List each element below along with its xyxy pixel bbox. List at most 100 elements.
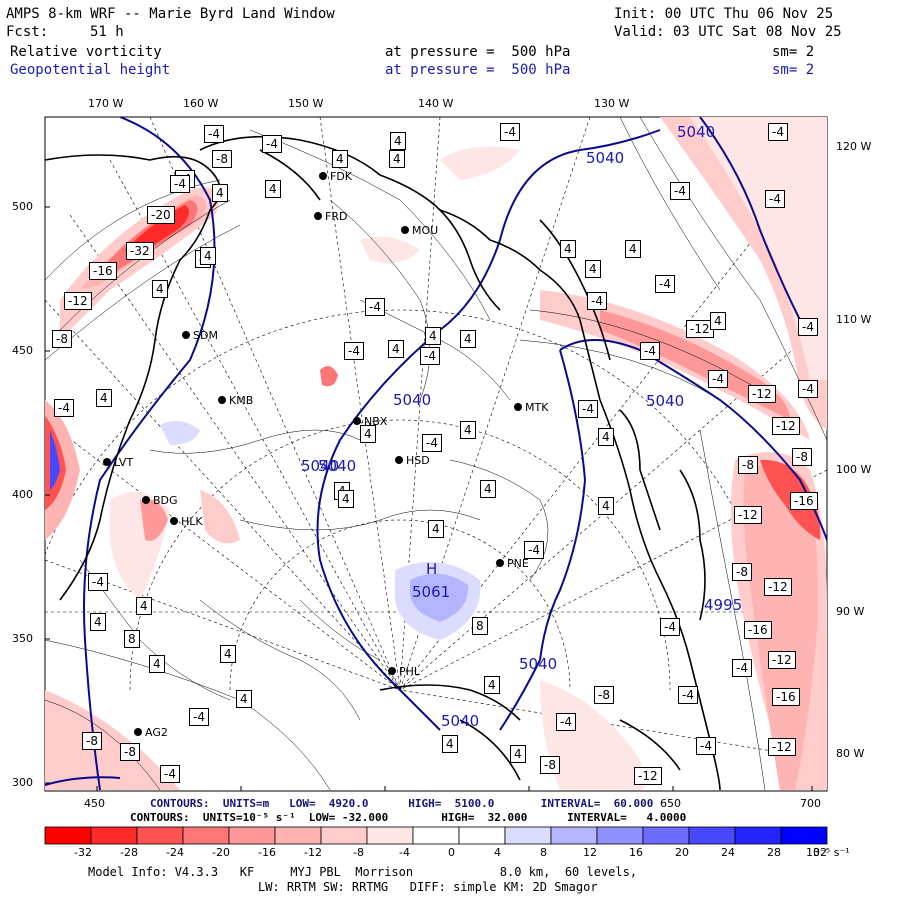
vorticity-contour-label: 4 bbox=[200, 247, 216, 265]
colorbar-units: 10⁻⁵ s⁻¹ bbox=[806, 846, 850, 859]
vorticity-contour-label: -8 bbox=[120, 743, 140, 761]
station-marker bbox=[134, 728, 142, 736]
left-axis-label: 350 bbox=[12, 632, 33, 645]
vorticity-contour-label: -4 bbox=[262, 135, 282, 153]
colorbar-tick: -4 bbox=[399, 846, 410, 859]
vorticity-contour-label: 4 bbox=[265, 180, 281, 198]
vorticity-contour-label: -12 bbox=[634, 767, 662, 785]
vorticity-contour-label: 4 bbox=[212, 184, 228, 202]
forecast-hours: 51 h bbox=[90, 24, 124, 40]
vorticity-contour-label: 4 bbox=[136, 597, 152, 615]
left-axis-label: 300 bbox=[12, 776, 33, 789]
colorbar-tick: -24 bbox=[166, 846, 184, 859]
height-contour-label: 5040 bbox=[677, 123, 716, 141]
vorticity-contour-label: -4 bbox=[204, 125, 224, 143]
colorbar-tick: 8 bbox=[540, 846, 547, 859]
top-axis-label: 170 W bbox=[88, 97, 124, 110]
height-contour-label: 5040 bbox=[586, 149, 625, 167]
vorticity-contour-label: -12 bbox=[764, 578, 792, 596]
top-axis-label: 150 W bbox=[288, 97, 324, 110]
vorticity-contour-label: -12 bbox=[768, 738, 796, 756]
left-axis-label: 450 bbox=[12, 344, 33, 357]
field1-name: Relative vorticity bbox=[10, 44, 162, 60]
vorticity-contour-label: -8 bbox=[792, 448, 812, 466]
vorticity-contour-label: 4 bbox=[360, 425, 376, 443]
height-contour-label: 5040 bbox=[441, 712, 480, 730]
vorticity-contour-label: 4 bbox=[389, 150, 405, 168]
vorticity-contour-label: 4 bbox=[428, 520, 444, 538]
height-contour-caption: CONTOURS: UNITS=m LOW= 4920.0 HIGH= 5100… bbox=[150, 797, 654, 810]
height-contour-label: 5040 bbox=[393, 391, 432, 409]
vorticity-contour-label: -4 bbox=[578, 400, 598, 418]
vorticity-contour-label: 4 bbox=[390, 132, 406, 150]
vorticity-contour-label: -4 bbox=[768, 123, 788, 141]
colorbar bbox=[44, 826, 828, 845]
vorticity-contour-label: -16 bbox=[744, 621, 772, 639]
vorticity-contour-label: -8 bbox=[594, 686, 614, 704]
top-axis-label: 160 W bbox=[183, 97, 219, 110]
vorticity-contour-label: -4 bbox=[732, 659, 752, 677]
colorbar-tick: 0 bbox=[448, 846, 455, 859]
field1-smooth: sm= 2 bbox=[772, 44, 815, 60]
vorticity-contour-label: -4 bbox=[344, 342, 364, 360]
colorbar-tick: -16 bbox=[258, 846, 276, 859]
station-marker bbox=[182, 331, 190, 339]
vorticity-contour-label: 4 bbox=[338, 490, 354, 508]
vorticity-contour-label: 4 bbox=[90, 613, 106, 631]
station-label: MOU bbox=[412, 224, 439, 237]
vorticity-contour-label: -8 bbox=[82, 732, 102, 750]
vorticity-contour-label: 4 bbox=[598, 497, 614, 515]
right-axis-label: 90 W bbox=[836, 605, 865, 618]
vorticity-contour-label: -4 bbox=[678, 686, 698, 704]
vorticity-contour-label: 4 bbox=[460, 330, 476, 348]
vorticity-contour-label: -12 bbox=[734, 506, 762, 524]
left-axis-label: 500 bbox=[12, 200, 33, 213]
field2-smooth: sm= 2 bbox=[772, 62, 815, 78]
frame-ticks bbox=[45, 206, 813, 791]
vorticity-contour-label: 4 bbox=[220, 645, 236, 663]
colorbar-tick: -28 bbox=[120, 846, 138, 859]
station-marker bbox=[314, 212, 322, 220]
map-title: AMPS 8-km WRF -- Marie Byrd Land Window bbox=[6, 6, 335, 22]
vorticity-contour-label: 8 bbox=[124, 630, 140, 648]
vorticity-contour-label: -4 bbox=[420, 347, 440, 365]
top-axis-label: 140 W bbox=[418, 97, 454, 110]
vorticity-contour-label: -8 bbox=[732, 563, 752, 581]
vorticity-contour-label: 4 bbox=[480, 480, 496, 498]
high-center-marker: H bbox=[426, 560, 438, 578]
vorticity-contour-label: -16 bbox=[772, 688, 800, 706]
station-label: LVT bbox=[114, 456, 134, 469]
height-contour-label: 5040 bbox=[519, 655, 558, 673]
colorbar-tick: 16 bbox=[629, 846, 643, 859]
right-axis-label: 80 W bbox=[836, 747, 865, 760]
vorticity-contour-label: 4 bbox=[460, 421, 476, 439]
vorticity-contour-label: -8 bbox=[52, 330, 72, 348]
colorbar-swatch bbox=[780, 826, 828, 845]
vorticity-contour-label: -32 bbox=[126, 242, 154, 260]
vorticity-contour-label: -4 bbox=[170, 175, 190, 193]
vorticity-contour-label: 4 bbox=[510, 745, 526, 763]
station-label: NBX bbox=[364, 415, 388, 428]
vorticity-contour-label: 4 bbox=[484, 676, 500, 694]
model-info: Model Info: V4.3.3 KF MYJ PBL Morrison 8… bbox=[88, 865, 638, 879]
station-marker bbox=[218, 396, 226, 404]
station-label: FDK bbox=[330, 170, 353, 183]
vorticity-contour-label: -4 bbox=[708, 370, 728, 388]
vorticity-contour-label: 4 bbox=[425, 327, 441, 345]
vorticity-contour-label: -12 bbox=[64, 292, 92, 310]
vorticity-contour-label: -12 bbox=[768, 651, 796, 669]
station-marker bbox=[401, 226, 409, 234]
station-marker bbox=[103, 458, 111, 466]
vorticity-contour-label: -12 bbox=[772, 417, 800, 435]
vorticity-contour-label: -4 bbox=[660, 618, 680, 636]
vorticity-contour-label: -4 bbox=[189, 708, 209, 726]
vorticity-contour-label: -4 bbox=[556, 713, 576, 731]
vorticity-contour-label: -8 bbox=[738, 456, 758, 474]
left-axis-label: 400 bbox=[12, 488, 33, 501]
station-marker bbox=[395, 456, 403, 464]
colorbar-tick: -32 bbox=[74, 846, 92, 859]
bottom-axis-label: 650 bbox=[660, 797, 681, 810]
height-contour-label: 5040 bbox=[646, 392, 685, 410]
vorticity-contour-label: 4 bbox=[585, 260, 601, 278]
